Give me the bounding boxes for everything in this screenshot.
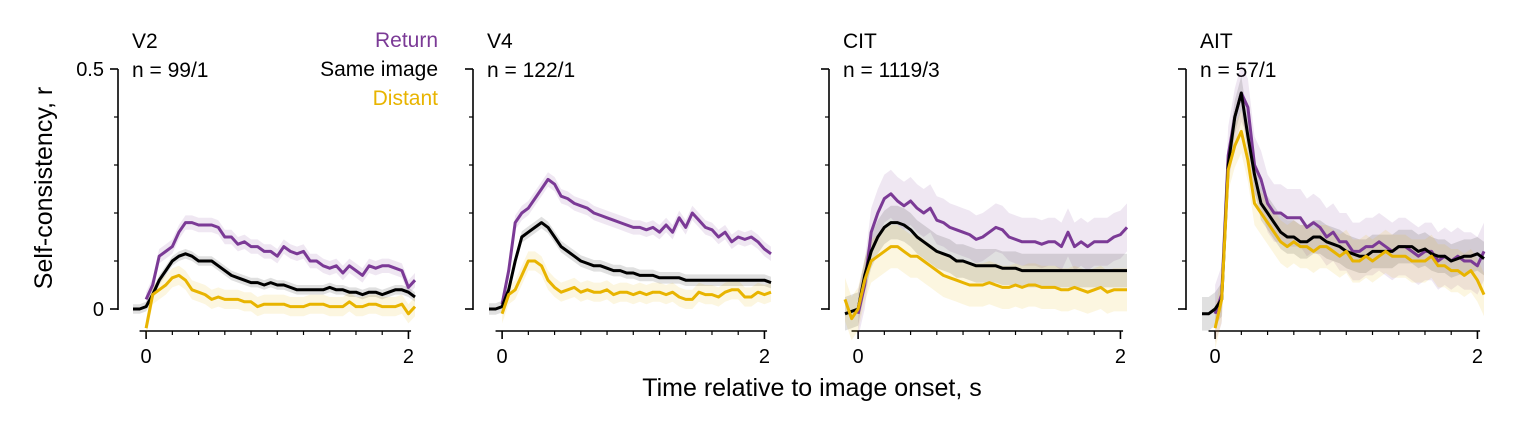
panel-subtitle-v2: n = 99/1 — [132, 59, 208, 82]
error-band-ait-same-image — [1202, 76, 1484, 331]
x-tick-label-v2-0: 0 — [141, 346, 152, 368]
legend-entry-distant: Distant — [373, 87, 439, 110]
series-line-ait-distant — [1213, 129, 1486, 329]
panels: V2 n = 99/1 0 0.5 0 2 V4 n = 122/1 0 2 CIT n = 1119… — [76, 30, 1486, 368]
legend-entry-same-image: Same image — [320, 58, 438, 81]
x-tick-label-v4-1: 2 — [759, 346, 770, 368]
x-tick-label-v4-0: 0 — [497, 346, 508, 368]
panel-title-v4: V4 — [487, 30, 513, 53]
error-band-v2-same-image — [133, 249, 415, 314]
panel-title-ait: AIT — [1200, 30, 1233, 53]
y-tick-label-v2-0: 0 — [93, 299, 104, 321]
panel-subtitle-cit: n = 1119/3 — [843, 59, 940, 82]
panel-title-cit: CIT — [843, 30, 877, 53]
series-line-v4-return — [500, 177, 772, 305]
x-axis-label: Time relative to image onset, s — [642, 374, 982, 402]
x-tick-label-ait-0: 0 — [1210, 346, 1221, 368]
x-tick-label-cit-0: 0 — [853, 346, 864, 368]
panel-subtitle-ait: n = 57/1 — [1200, 59, 1276, 82]
legend-entry-return: Return — [375, 29, 438, 52]
panel-ait: AIT n = 57/1 0 2 — [1178, 30, 1486, 368]
series-line-v2-same-image — [133, 252, 416, 311]
series-line-ait-return — [1213, 91, 1486, 315]
error-band-v4-distant — [502, 251, 771, 324]
series-line-v4-same-image — [489, 221, 772, 311]
y-axis-label: Self-consistency, r — [30, 87, 58, 289]
series-line-cit-distant — [843, 245, 1127, 321]
series-line-ait-same-image — [1202, 91, 1485, 316]
x-tick-label-v2-1: 2 — [403, 346, 414, 368]
legend: Return Same image Distant — [320, 29, 438, 110]
panel-v4: V4 n = 122/1 0 2 — [465, 30, 772, 368]
x-tick-label-cit-1: 2 — [1115, 346, 1126, 368]
error-band-v4-return — [502, 172, 771, 312]
error-band-v2-distant — [146, 265, 415, 338]
error-band-ait-return — [1215, 64, 1484, 343]
panel-cit: CIT n = 1119/3 0 2 — [821, 30, 1129, 368]
panel-v2: V2 n = 99/1 0 0.5 0 2 — [76, 30, 417, 368]
error-band-v4-same-image — [489, 216, 771, 315]
series-line-v4-distant — [500, 259, 772, 315]
panel-subtitle-v4: n = 122/1 — [487, 59, 575, 82]
series-line-v2-distant — [144, 273, 417, 329]
series-line-cit-same-image — [844, 221, 1127, 316]
series-line-v2-return — [144, 221, 417, 301]
panel-title-v2: V2 — [132, 30, 158, 53]
series-line-cit-return — [856, 192, 1129, 315]
x-tick-label-ait-1: 2 — [1472, 346, 1483, 368]
y-tick-label-v2-1: 0.5 — [76, 59, 104, 81]
